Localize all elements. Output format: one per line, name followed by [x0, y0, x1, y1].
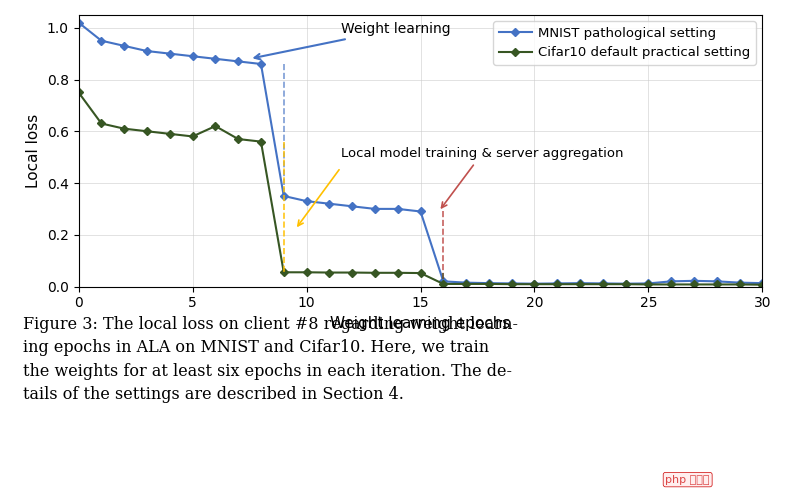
MNIST pathological setting [393, 206, 402, 212]
Cifar10 default practical setting [530, 281, 539, 287]
MNIST pathological setting [119, 43, 129, 49]
Text: Figure 3: The local loss on client #8 regarding weight learn-
ing epochs in ALA : Figure 3: The local loss on client #8 re… [24, 316, 518, 403]
Cifar10 default practical setting [575, 281, 585, 287]
Cifar10 default practical setting [461, 281, 471, 287]
MNIST pathological setting [279, 193, 288, 199]
MNIST pathological setting [188, 53, 197, 59]
MNIST pathological setting [370, 206, 380, 212]
Legend: MNIST pathological setting, Cifar10 default practical setting: MNIST pathological setting, Cifar10 defa… [494, 21, 756, 65]
MNIST pathological setting [621, 281, 630, 287]
MNIST pathological setting [484, 280, 494, 286]
Cifar10 default practical setting [712, 282, 722, 288]
MNIST pathological setting [416, 208, 425, 214]
Line: Cifar10 default practical setting: Cifar10 default practical setting [75, 90, 766, 288]
MNIST pathological setting [211, 56, 220, 62]
Cifar10 default practical setting [279, 269, 288, 275]
Y-axis label: Local loss: Local loss [26, 114, 42, 188]
Cifar10 default practical setting [165, 131, 174, 137]
Cifar10 default practical setting [370, 270, 380, 276]
Text: Weight learning: Weight learning [255, 22, 450, 59]
Cifar10 default practical setting [667, 282, 676, 288]
Cifar10 default practical setting [188, 133, 197, 139]
MNIST pathological setting [74, 20, 83, 26]
Cifar10 default practical setting [74, 89, 83, 95]
Cifar10 default practical setting [211, 123, 220, 129]
MNIST pathological setting [667, 279, 676, 285]
MNIST pathological setting [256, 61, 266, 67]
Cifar10 default practical setting [758, 282, 767, 288]
Line: MNIST pathological setting: MNIST pathological setting [75, 20, 766, 287]
Cifar10 default practical setting [393, 270, 402, 276]
Cifar10 default practical setting [347, 270, 357, 276]
Cifar10 default practical setting [553, 281, 562, 287]
MNIST pathological setting [439, 279, 448, 285]
Cifar10 default practical setting [256, 139, 266, 145]
Text: php 中文网: php 中文网 [666, 475, 710, 485]
Cifar10 default practical setting [142, 128, 152, 134]
MNIST pathological setting [712, 279, 722, 285]
MNIST pathological setting [97, 38, 106, 43]
MNIST pathological setting [142, 48, 152, 54]
MNIST pathological setting [347, 204, 357, 209]
Text: Local model training & server aggregation: Local model training & server aggregatio… [341, 147, 623, 208]
Cifar10 default practical setting [621, 281, 630, 287]
MNIST pathological setting [553, 281, 562, 287]
MNIST pathological setting [598, 281, 608, 287]
Cifar10 default practical setting [644, 282, 653, 288]
MNIST pathological setting [233, 58, 243, 64]
Cifar10 default practical setting [598, 281, 608, 287]
Cifar10 default practical setting [325, 270, 334, 276]
Cifar10 default practical setting [119, 125, 129, 131]
MNIST pathological setting [530, 281, 539, 287]
Cifar10 default practical setting [484, 281, 494, 287]
MNIST pathological setting [325, 201, 334, 206]
MNIST pathological setting [758, 280, 767, 286]
MNIST pathological setting [735, 280, 744, 286]
MNIST pathological setting [302, 198, 311, 204]
MNIST pathological setting [165, 51, 174, 57]
MNIST pathological setting [575, 280, 585, 286]
Cifar10 default practical setting [735, 282, 744, 288]
Cifar10 default practical setting [507, 281, 516, 287]
MNIST pathological setting [644, 281, 653, 287]
MNIST pathological setting [507, 281, 516, 287]
Cifar10 default practical setting [97, 121, 106, 126]
X-axis label: Weight learning epochs: Weight learning epochs [330, 316, 511, 331]
Cifar10 default practical setting [302, 269, 311, 275]
Cifar10 default practical setting [689, 282, 699, 288]
Cifar10 default practical setting [439, 281, 448, 287]
Cifar10 default practical setting [416, 270, 425, 276]
Cifar10 default practical setting [233, 136, 243, 142]
MNIST pathological setting [461, 280, 471, 286]
MNIST pathological setting [689, 278, 699, 284]
